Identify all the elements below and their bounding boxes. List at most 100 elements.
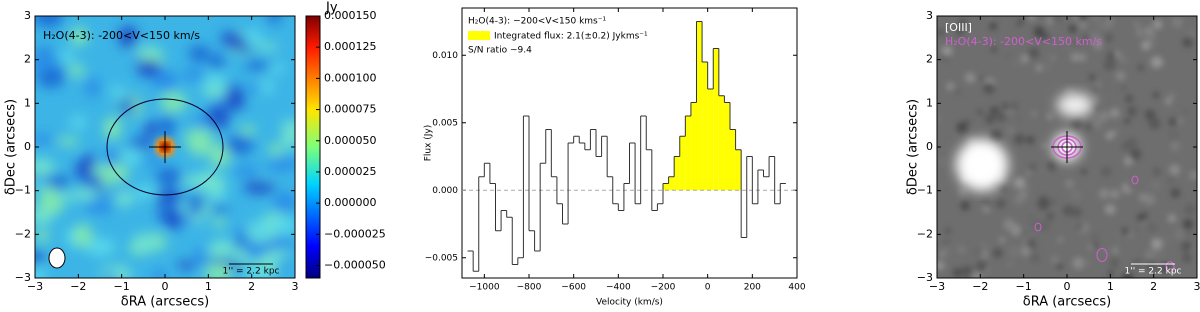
noise — [971, 271, 982, 278]
flux-fill — [735, 149, 742, 191]
flux-fill — [663, 183, 669, 191]
blob — [104, 148, 121, 168]
noise — [958, 246, 966, 254]
blob — [209, 145, 231, 168]
noise — [1146, 26, 1152, 32]
noise — [1025, 170, 1032, 176]
y-tick-label: 0 — [24, 140, 31, 153]
noise — [960, 24, 966, 31]
texture — [35, 16, 295, 278]
y-tick-label: 0.010 — [432, 51, 458, 61]
blob — [191, 117, 216, 127]
blob — [198, 72, 229, 85]
blob — [224, 135, 254, 155]
noise — [965, 119, 970, 125]
blob — [110, 85, 125, 99]
x-tick-label: 0 — [162, 280, 169, 293]
noise — [1127, 39, 1139, 51]
blob — [138, 155, 165, 166]
noise — [989, 22, 997, 31]
noise — [1033, 221, 1042, 230]
noise — [1007, 127, 1014, 134]
noise — [1055, 161, 1060, 166]
noise — [1115, 71, 1126, 81]
y-tick-label: 2 — [24, 53, 31, 66]
blob — [204, 263, 234, 278]
noise — [975, 260, 988, 272]
blob — [35, 267, 47, 278]
noise — [976, 108, 984, 116]
noise — [1182, 37, 1193, 48]
y-tick-label: 2 — [926, 53, 933, 66]
noise — [1070, 117, 1083, 129]
noise — [1155, 250, 1167, 262]
noise — [1049, 198, 1056, 205]
noise — [956, 121, 968, 134]
noise — [1183, 108, 1190, 114]
y-tick-label: −3 — [15, 271, 31, 284]
noise — [1098, 79, 1111, 92]
blob — [209, 52, 225, 71]
noise — [1029, 252, 1040, 263]
noise — [1085, 260, 1090, 265]
noise — [1088, 16, 1095, 22]
noise — [1091, 95, 1100, 104]
noise — [1150, 56, 1163, 68]
blob — [86, 237, 116, 257]
x-tick-label: −1 — [1016, 280, 1032, 293]
blob — [128, 141, 143, 151]
blob — [70, 27, 89, 46]
noise — [1093, 87, 1098, 92]
flux-fill — [696, 21, 703, 191]
noise — [1159, 261, 1171, 274]
noise — [1153, 167, 1161, 176]
y-axis-label: δDec (arcsecs) — [4, 99, 19, 195]
contour — [1096, 248, 1108, 262]
flux-fill — [668, 176, 675, 191]
noise — [1107, 270, 1114, 276]
x-tick-label: −3 — [929, 280, 945, 293]
noise — [1144, 249, 1156, 261]
noise — [945, 134, 954, 142]
noise — [1161, 235, 1170, 244]
blob — [188, 45, 210, 63]
y-tick-label: −0.005 — [425, 253, 458, 263]
noise — [1007, 246, 1020, 258]
noise — [1037, 197, 1050, 210]
image-label-2: H₂O(4-3): -200<V<150 km/s — [945, 35, 1102, 48]
noise — [1070, 190, 1082, 201]
blob — [118, 25, 138, 48]
y-tick-label: 0.005 — [432, 118, 458, 128]
blob — [159, 115, 176, 138]
blob — [39, 198, 65, 214]
noise — [1112, 247, 1119, 254]
noise — [937, 28, 945, 37]
blob — [69, 64, 85, 78]
contour — [1131, 175, 1139, 185]
noise — [987, 194, 997, 203]
galaxy — [956, 139, 1008, 191]
noise — [1121, 272, 1134, 278]
noise — [1046, 113, 1053, 120]
noise — [1184, 203, 1196, 216]
blob — [177, 260, 196, 270]
noise — [989, 106, 1000, 116]
galaxy — [1057, 93, 1093, 117]
noise — [1168, 92, 1176, 100]
blob — [281, 132, 295, 150]
noise — [1013, 177, 1026, 190]
noise — [1106, 50, 1117, 61]
blob — [57, 137, 80, 146]
blob — [54, 191, 84, 201]
noise — [1021, 247, 1030, 257]
blob — [103, 116, 122, 140]
noise — [1062, 39, 1072, 49]
blob — [166, 208, 182, 230]
noise — [1071, 207, 1082, 218]
flux-fill — [718, 95, 725, 191]
noise — [972, 246, 984, 257]
noise — [1014, 133, 1025, 145]
noise — [938, 158, 945, 166]
blob — [151, 69, 178, 91]
